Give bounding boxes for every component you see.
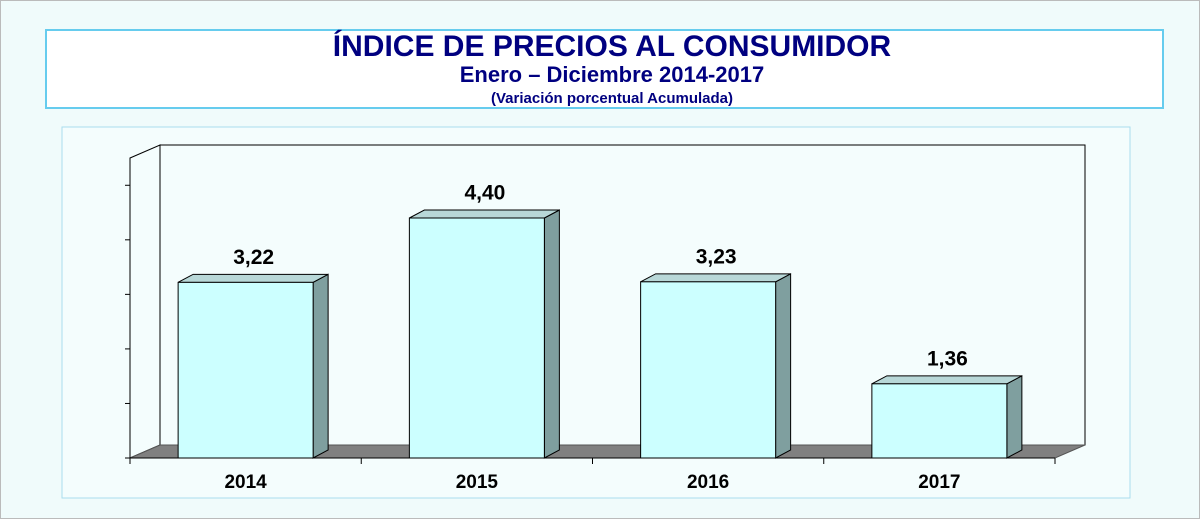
- side-wall: [129, 144, 161, 459]
- data-label: 1,36: [927, 347, 968, 370]
- bar: [408, 217, 545, 459]
- bar-side: [775, 272, 792, 459]
- data-label: 4,40: [464, 182, 505, 205]
- chart-subtitle: Enero – Diciembre 2014-2017: [460, 62, 765, 87]
- bar-top: [177, 273, 329, 283]
- bar-top: [871, 375, 1023, 385]
- bar-side: [312, 273, 329, 459]
- bar: [640, 281, 777, 459]
- bar: [871, 383, 1008, 459]
- bar: [177, 281, 314, 459]
- chart-note: (Variación porcentual Acumulada): [491, 90, 733, 107]
- data-label: 3,23: [696, 245, 737, 268]
- x-tick-label: 2017: [918, 472, 960, 493]
- chart-title: ÍNDICE DE PRECIOS AL CONSUMIDOR: [333, 29, 892, 63]
- title-box: [45, 29, 1164, 109]
- x-tick-label: 2015: [456, 472, 499, 493]
- bar-top: [640, 273, 791, 283]
- x-tick-label: 2014: [224, 472, 267, 493]
- bar-side: [543, 209, 560, 459]
- bar-side: [1006, 374, 1023, 459]
- bar-top: [409, 209, 560, 219]
- data-label: 3,22: [233, 246, 274, 269]
- x-tick-label: 2016: [687, 472, 729, 493]
